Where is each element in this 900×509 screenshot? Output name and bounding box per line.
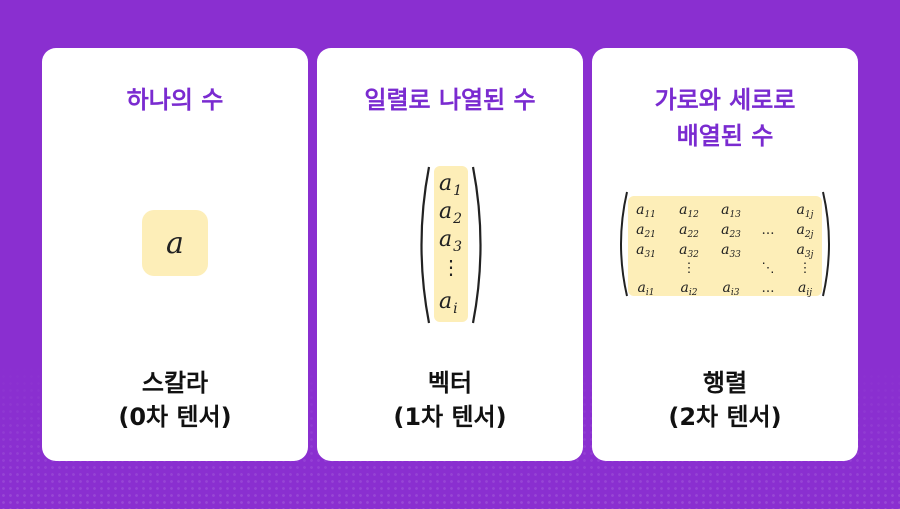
- matrix-entry: a21: [636, 222, 656, 240]
- scalar-symbol-box: a: [142, 210, 208, 276]
- vector-label: 벡터 (1차 텐서): [327, 366, 573, 434]
- matrix-entry: a32: [679, 242, 699, 260]
- vector-card: 일렬로 나열된 수 a1 a2 a3 ⋮ ai 벡터 (1차 텐서): [317, 48, 583, 461]
- matrix-right-paren: [822, 191, 830, 297]
- matrix-left-paren: [620, 191, 628, 297]
- matrix-entry: aij: [798, 280, 812, 298]
- matrix-entry: ⋱: [762, 261, 775, 276]
- matrix-entry: a31: [636, 242, 656, 260]
- matrix-entry: ⋮: [683, 261, 696, 276]
- matrix-label-name: 행렬: [702, 369, 748, 397]
- vector-title: 일렬로 나열된 수: [327, 82, 573, 118]
- matrix-entry: a33: [721, 242, 741, 260]
- vector-highlight: [434, 166, 468, 322]
- vector-label-name: 벡터: [427, 369, 473, 397]
- vector-right-paren: [471, 166, 482, 324]
- matrix-entry: ai2: [681, 280, 698, 298]
- matrix-entry: a3j: [797, 242, 814, 260]
- matrix-title-line-1: 가로와 세로로: [654, 86, 796, 114]
- matrix-entry: a11: [636, 202, 656, 220]
- scalar-label-name: 스칼라: [141, 369, 209, 397]
- vector-label-tensor-order: (1차 텐서): [393, 403, 507, 431]
- matrix-label-tensor-order: (2차 텐서): [668, 403, 782, 431]
- vector-entry: a2: [439, 199, 462, 227]
- matrix-entry: ai3: [723, 280, 740, 298]
- matrix-entry: …: [762, 281, 775, 296]
- vector-entry: ai: [439, 289, 458, 317]
- matrix-entry: a22: [679, 222, 699, 240]
- scalar-label: 스칼라 (0차 텐서): [52, 366, 298, 434]
- matrix-label: 행렬 (2차 텐서): [602, 366, 848, 434]
- scalar-symbol: a: [166, 225, 184, 261]
- matrix-highlight: [628, 196, 822, 296]
- scalar-title-line: 하나의 수: [126, 86, 224, 114]
- matrix-entry: a1j: [797, 202, 814, 220]
- vector-entry: a3: [439, 227, 462, 255]
- matrix-title-line-2: 배열된 수: [676, 122, 774, 150]
- matrix-card: 가로와 세로로 배열된 수 a11 a12 a13 a1j a21 a22 a23 … a2j a…: [592, 48, 858, 461]
- matrix-entry: a13: [721, 202, 741, 220]
- matrix-entry: a2j: [797, 222, 814, 240]
- matrix-entry: ai1: [638, 280, 655, 298]
- scalar-card: 하나의 수 a 스칼라 (0차 텐서): [42, 48, 308, 461]
- matrix-entry: …: [762, 223, 775, 238]
- matrix-entry: ⋮: [799, 261, 812, 276]
- vector-title-line: 일렬로 나열된 수: [364, 86, 536, 114]
- vector-entry: ⋮: [441, 255, 461, 279]
- scalar-label-tensor-order: (0차 텐서): [118, 403, 232, 431]
- scalar-title: 하나의 수: [52, 82, 298, 118]
- matrix-title: 가로와 세로로 배열된 수: [602, 82, 848, 154]
- vector-left-paren: [420, 166, 431, 324]
- vector-entry: a1: [439, 171, 462, 199]
- matrix-entry: a23: [721, 222, 741, 240]
- matrix-entry: a12: [679, 202, 699, 220]
